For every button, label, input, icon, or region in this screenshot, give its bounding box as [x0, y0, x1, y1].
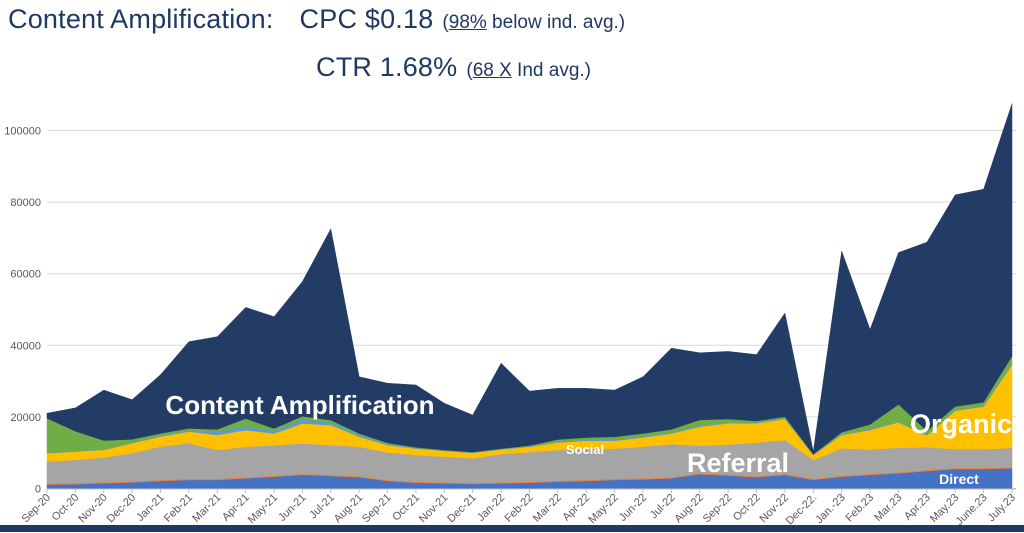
x-tick-label-feb-23: Feb.23	[844, 492, 877, 525]
x-tick-label-sep-22: Sep-22	[701, 492, 735, 526]
x-tick-label-oct-21: Oct-21	[390, 492, 422, 524]
y-tick-label-40000: 40000	[10, 340, 41, 352]
x-axis	[46, 488, 1016, 493]
area-label-social: Social	[566, 442, 604, 457]
title-ctr-note: (68 X Ind avg.)	[466, 60, 591, 81]
x-tick-label-mar-22: Mar-22	[531, 492, 564, 525]
x-tick-label-may-21: May-21	[246, 492, 280, 526]
area-labels: Content Amplification Social Referral Organ…	[165, 390, 1012, 487]
title-cpc-note: (98% below ind. avg.)	[442, 12, 625, 33]
area-label-organic: Organic	[910, 409, 1012, 439]
ctr-note-open: (	[466, 60, 473, 81]
cpc-note-underlined: 98%	[448, 12, 487, 33]
y-tick-label-60000: 60000	[10, 269, 41, 281]
title-heading: Content Amplification:	[8, 4, 274, 34]
x-tick-label-oct-22: Oct-22	[731, 492, 763, 524]
title-line-ctr: CTR 1.68% (68 X Ind avg.)	[316, 52, 591, 83]
x-tick-label-jun-21: Jun-21	[276, 492, 308, 524]
cpc-note-open: (	[442, 12, 449, 33]
x-tick-label-aug-22: Aug-22	[672, 492, 706, 526]
y-tick-label-20000: 20000	[10, 412, 41, 424]
x-tick-label-sep-21: Sep-21	[360, 492, 394, 526]
ctr-note-rest: Ind avg.)	[511, 60, 591, 81]
x-tick-label-july-23: July.23	[986, 492, 1019, 525]
y-tick-label-80000: 80000	[10, 197, 41, 209]
title-cpc-metric: CPC $0.18	[299, 4, 434, 34]
title-ctr-metric: CTR 1.68%	[316, 52, 458, 82]
area-label-content-amplification: Content Amplification	[165, 390, 434, 420]
y-tick-label-100000: 100000	[4, 126, 41, 138]
x-tick-label-jan-23: Jan.-23	[813, 492, 847, 526]
area-label-referral: Referral	[687, 448, 789, 478]
y-tick-label-0: 0	[35, 484, 41, 496]
bottom-navy-bar	[0, 525, 1024, 532]
x-tick-label-aug-21: Aug-21	[332, 492, 366, 526]
x-tick-label-mar-23: Mar.23	[872, 492, 904, 524]
x-tick-label-jan-22: Jan-22	[475, 492, 507, 524]
x-tick-label-jun-22: Jun-22	[617, 492, 649, 524]
x-tick-label-mar-21: Mar-21	[190, 492, 223, 525]
x-tick-label-feb-22: Feb-22	[502, 492, 535, 525]
x-axis-labels: Sep-20Oct-20Nov-20Dec-20Jan-21Feb-21Mar-…	[20, 492, 1019, 528]
x-tick-label-may-22: May-22	[586, 492, 620, 526]
x-tick-label-nov-21: Nov-21	[417, 492, 451, 526]
cpc-note-rest: below ind. avg.)	[486, 12, 626, 33]
area-label-direct: Direct	[939, 471, 979, 487]
x-tick-label-dec-22-: Dec-22.	[784, 492, 820, 528]
stacked-areas	[46, 103, 1013, 489]
area-series-content-amplification	[46, 103, 1013, 455]
title-line-cpc: Content Amplification: CPC $0.18 (98% belo…	[8, 4, 625, 35]
y-axis-labels: 0 20000 40000 60000 80000 100000	[4, 126, 41, 496]
x-tick-label-feb-21: Feb-21	[162, 492, 195, 525]
x-tick-label-sep-20: Sep-20	[20, 492, 54, 526]
x-tick-label-dec-20: Dec-20	[105, 492, 139, 526]
ctr-note-underlined: 68 X	[472, 60, 512, 81]
x-tick-label-oct-20: Oct-20	[50, 492, 82, 524]
x-tick-label-dec-21: Dec-21	[445, 492, 479, 526]
x-tick-label-nov-20: Nov-20	[76, 492, 110, 526]
x-tick-label-june-23: June.23	[954, 492, 990, 528]
x-tick-label-jan-21: Jan-21	[134, 492, 166, 524]
